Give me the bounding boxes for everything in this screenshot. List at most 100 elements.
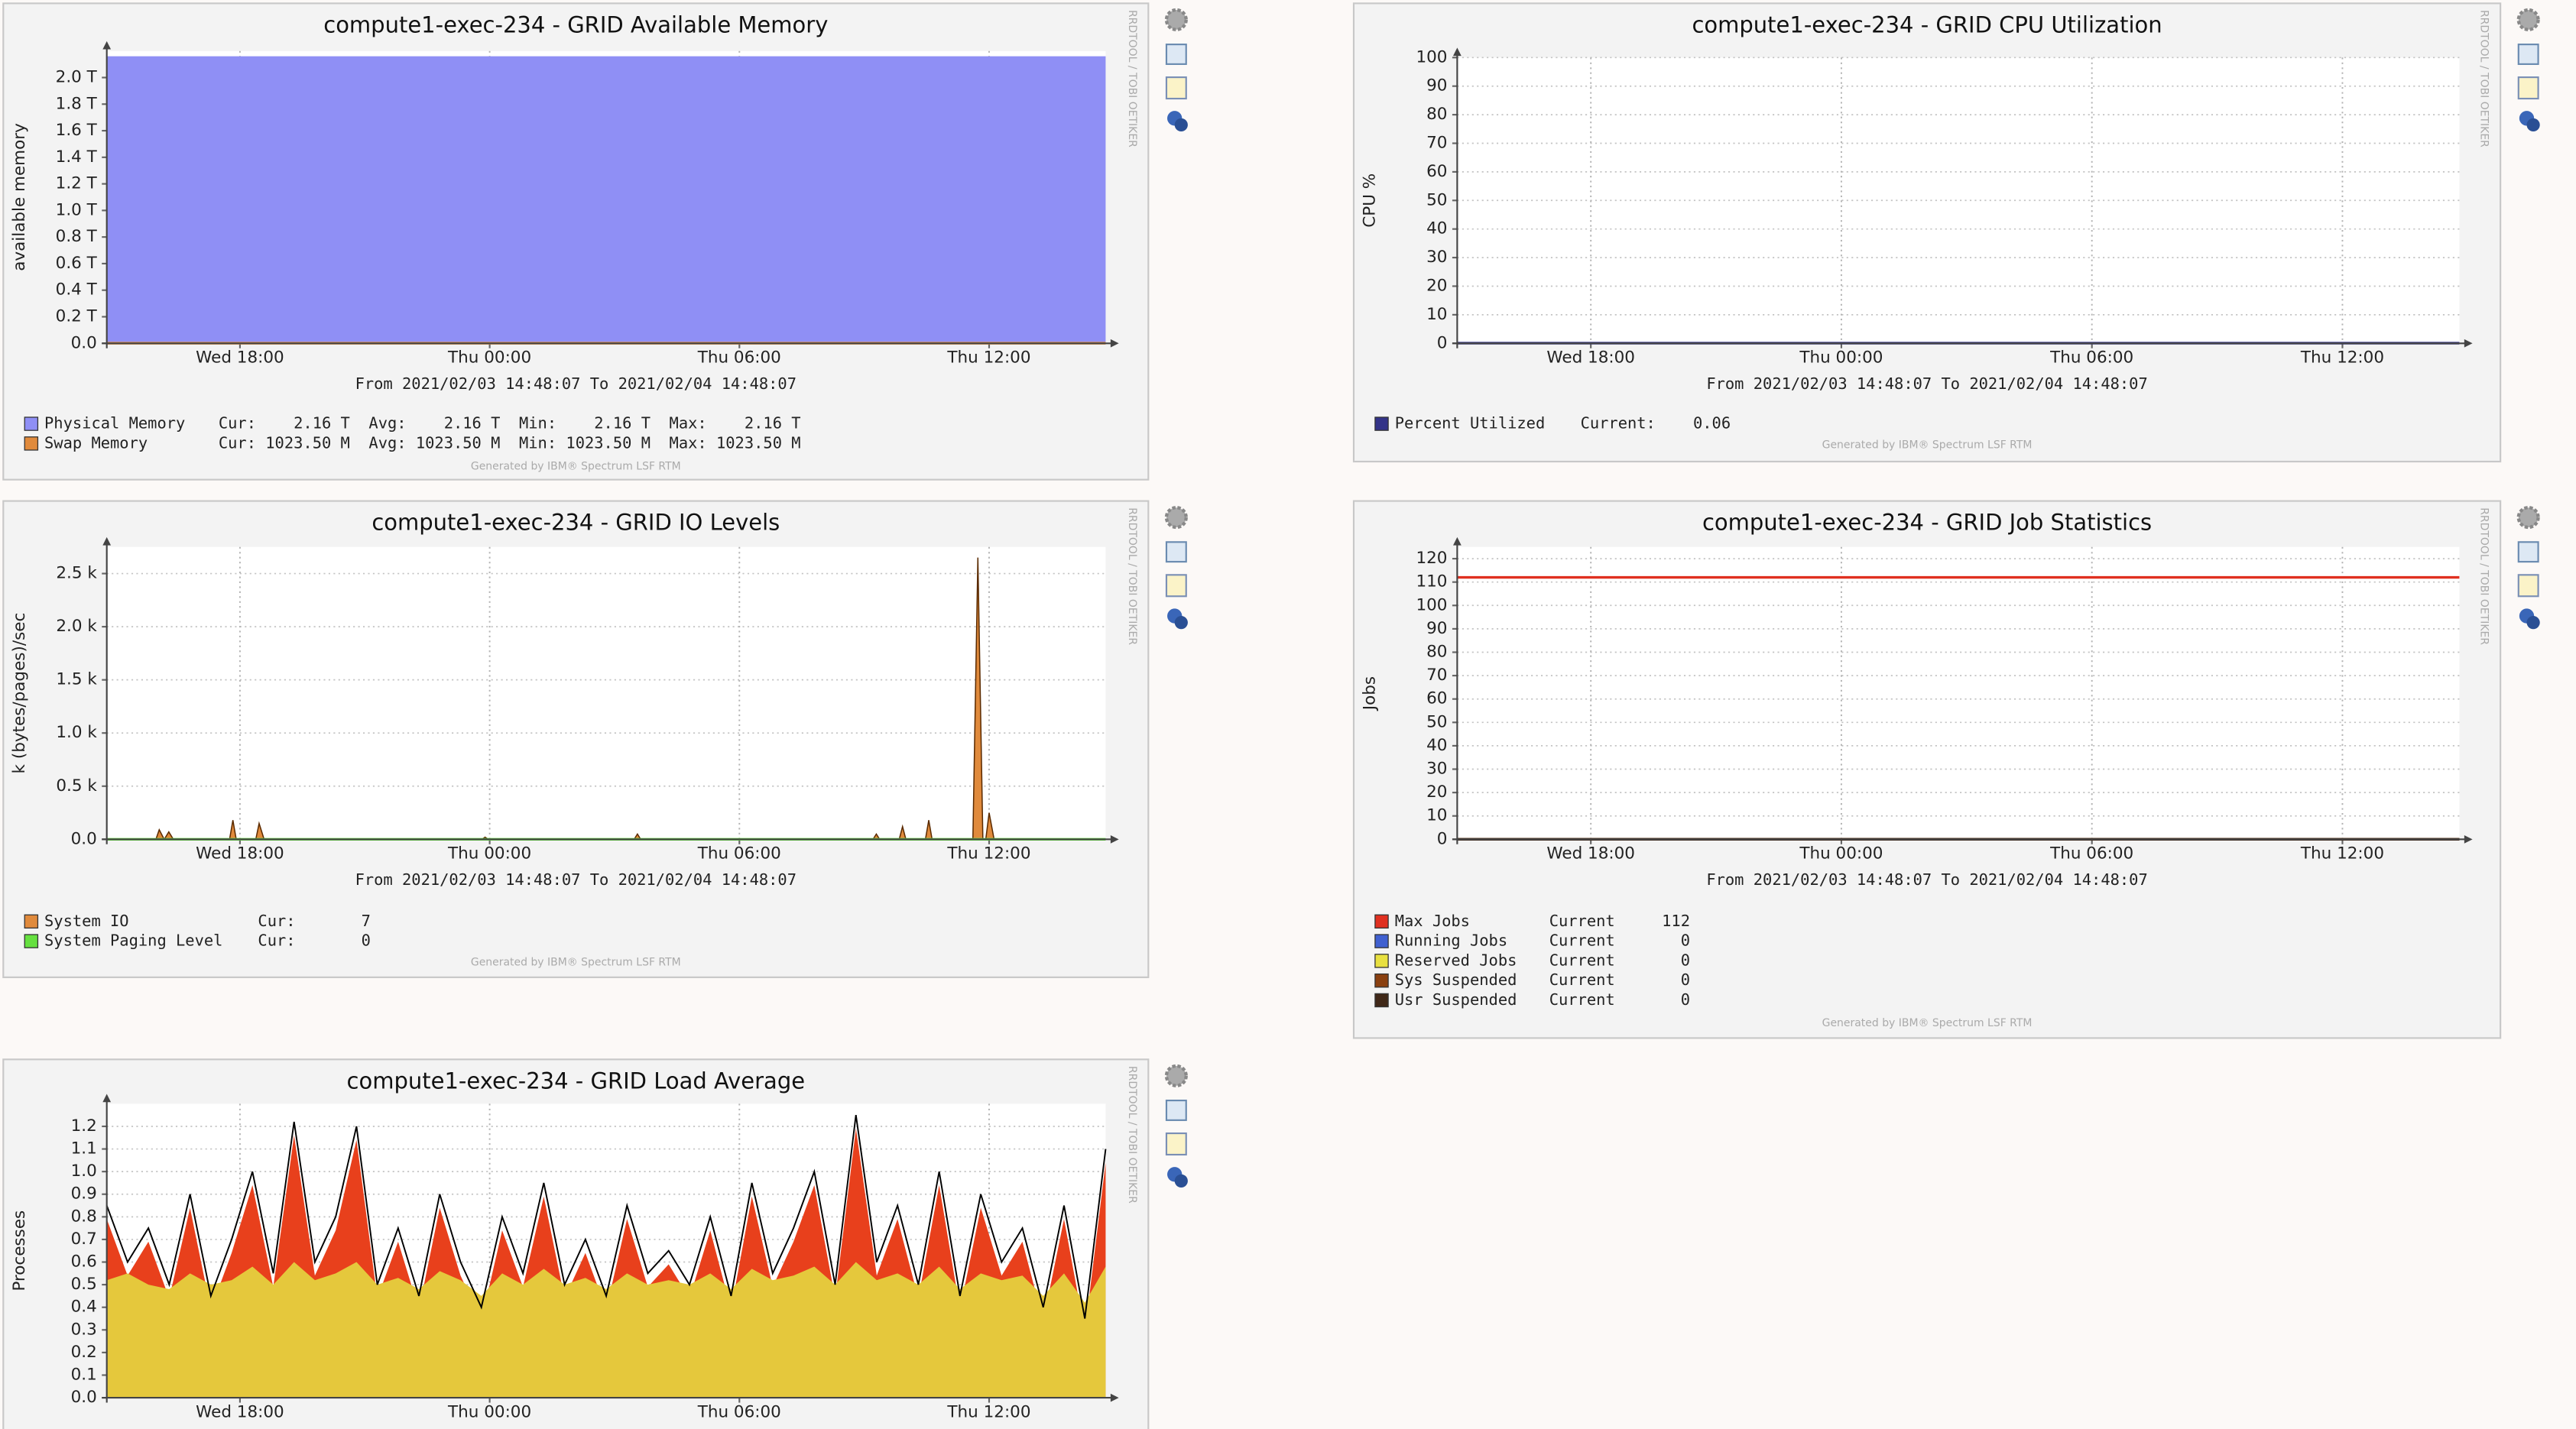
chart-title: compute1-exec-234 - GRID Job Statistics — [1702, 510, 2152, 536]
x-tick-label: Thu 00:00 — [1799, 844, 1883, 864]
link-icon-2[interactable] — [1174, 1174, 1188, 1188]
zoom-icon[interactable] — [2517, 44, 2539, 65]
y-axis-arrow — [1452, 536, 1462, 546]
legend-label: Max Jobs — [1395, 912, 1470, 930]
graph-actions — [2516, 506, 2540, 630]
y-tick-label: 0.8 T — [56, 227, 98, 246]
legend-stats: Current 0 — [1549, 951, 1690, 969]
legend-label: Percent Utilized — [1395, 414, 1546, 433]
zoom-icon[interactable] — [1165, 1099, 1187, 1121]
y-tick-label: 20 — [1426, 276, 1447, 295]
zoom-icon[interactable] — [2517, 541, 2539, 563]
legend-stats: Cur: 1023.50 M Avg: 1023.50 M Min: 1023.… — [219, 433, 801, 452]
legend-swatch — [1374, 934, 1389, 948]
y-tick-label: 1.0 — [71, 1162, 97, 1181]
y-tick-label: 120 — [1416, 549, 1447, 568]
y-tick-label: 40 — [1426, 219, 1447, 238]
legend-swatch — [1374, 416, 1389, 431]
export-icon[interactable] — [1165, 1132, 1187, 1156]
x-tick-label: Thu 00:00 — [447, 348, 531, 368]
x-tick-label: Thu 06:00 — [697, 348, 781, 368]
y-tick-label: 0.2 T — [56, 306, 98, 326]
watermark: RRDTOOL / TOBI OETIKER — [1126, 507, 1138, 645]
y-axis-arrow — [102, 41, 112, 50]
settings-icon[interactable] — [2516, 506, 2540, 530]
y-tick-label: 0.0 — [71, 1388, 97, 1407]
y-tick-label: 1.0 k — [56, 723, 97, 742]
legend-label: Reserved Jobs — [1395, 951, 1517, 969]
zoom-icon[interactable] — [1165, 44, 1187, 65]
y-tick-label: 2.5 k — [56, 564, 97, 583]
link-icon-2[interactable] — [1174, 616, 1188, 630]
x-tick-label: Thu 06:00 — [2049, 844, 2133, 864]
plot-area — [1457, 57, 2460, 344]
legend-swatch — [24, 914, 39, 929]
y-tick-label: 70 — [1426, 133, 1447, 152]
zoom-icon[interactable] — [1165, 541, 1187, 563]
settings-icon[interactable] — [1164, 1064, 1188, 1087]
y-tick-label: 50 — [1426, 712, 1447, 731]
link-icon-2[interactable] — [2526, 616, 2540, 630]
x-axis-arrow — [1110, 339, 1119, 348]
legend-swatch — [1374, 973, 1389, 988]
time-range: From 2021/02/03 14:48:07 To 2021/02/04 1… — [1706, 870, 2147, 889]
legend-label: System Paging Level — [44, 932, 222, 950]
y-tick-label: 50 — [1426, 190, 1447, 209]
settings-icon[interactable] — [2516, 8, 2540, 31]
x-axis-arrow — [2464, 834, 2473, 844]
x-tick-label: Thu 00:00 — [1799, 348, 1883, 368]
x-tick-label: Wed 18:00 — [196, 1402, 284, 1421]
x-tick-label: Thu 00:00 — [447, 844, 531, 864]
y-tick-label: 0.4 — [71, 1298, 97, 1317]
y-tick-label: 30 — [1426, 760, 1447, 779]
time-range: From 2021/02/03 14:48:07 To 2021/02/04 1… — [1706, 374, 2147, 393]
y-tick-label: 0.4 T — [56, 280, 98, 300]
export-icon[interactable] — [2517, 76, 2539, 100]
legend-swatch — [1374, 993, 1389, 1008]
export-icon[interactable] — [1165, 574, 1187, 598]
settings-icon[interactable] — [1164, 506, 1188, 530]
y-tick-label: 0.2 — [71, 1343, 97, 1362]
y-tick-label: 90 — [1426, 619, 1447, 638]
y-tick-label: 90 — [1426, 76, 1447, 96]
x-tick-label: Thu 06:00 — [2049, 348, 2133, 368]
y-tick-label: 0 — [1437, 829, 1448, 848]
graph-actions — [2516, 8, 2540, 132]
y-tick-label: 110 — [1416, 572, 1447, 591]
graph-panel: compute1-exec-234 - GRID Available Memor… — [2, 2, 1150, 481]
legend-stats: Current 0 — [1549, 970, 1690, 989]
link-icon-2[interactable] — [1174, 118, 1188, 132]
link-icon-2[interactable] — [2526, 118, 2540, 132]
y-tick-label: 0.1 — [71, 1365, 97, 1384]
y-tick-label: 60 — [1426, 689, 1447, 708]
y-tick-label: 0.9 — [71, 1184, 97, 1204]
time-range: From 2021/02/03 14:48:07 To 2021/02/04 1… — [355, 870, 796, 889]
export-icon[interactable] — [1165, 76, 1187, 100]
y-tick-label: 80 — [1426, 105, 1447, 124]
time-range: From 2021/02/03 14:48:07 To 2021/02/04 1… — [355, 374, 796, 393]
legend-stats: Current 112 — [1549, 912, 1690, 930]
y-tick-label: 60 — [1426, 162, 1447, 181]
y-tick-label: 1.6 T — [56, 121, 98, 140]
y-tick-label: 0 — [1437, 333, 1448, 352]
y-tick-label: 70 — [1426, 666, 1447, 685]
x-tick-label: Thu 12:00 — [946, 844, 1030, 864]
graph-panel: compute1-exec-234 - GRID Job Statistics R… — [1352, 500, 2502, 1039]
y-tick-label: 1.4 T — [56, 147, 98, 167]
credit: Generated by IBM® Spectrum LSF RTM — [1822, 1017, 2033, 1029]
y-tick-label: 0.0 — [71, 333, 97, 352]
y-tick-label: 0.5 — [71, 1275, 97, 1294]
graph-actions — [1164, 506, 1188, 630]
series-line — [105, 1115, 1107, 1319]
y-tick-label: 40 — [1426, 736, 1447, 755]
settings-icon[interactable] — [1164, 8, 1188, 31]
y-tick-label: 0.3 — [71, 1320, 97, 1339]
y-tick-label: 0.7 — [71, 1230, 97, 1249]
export-icon[interactable] — [2517, 574, 2539, 598]
y-tick-label: 0.8 — [71, 1207, 97, 1226]
chart-title: compute1-exec-234 - GRID CPU Utilization — [1692, 11, 2162, 37]
y-tick-label: 2.0 T — [56, 67, 98, 86]
legend-swatch — [24, 934, 39, 948]
y-tick-label: 80 — [1426, 643, 1447, 662]
